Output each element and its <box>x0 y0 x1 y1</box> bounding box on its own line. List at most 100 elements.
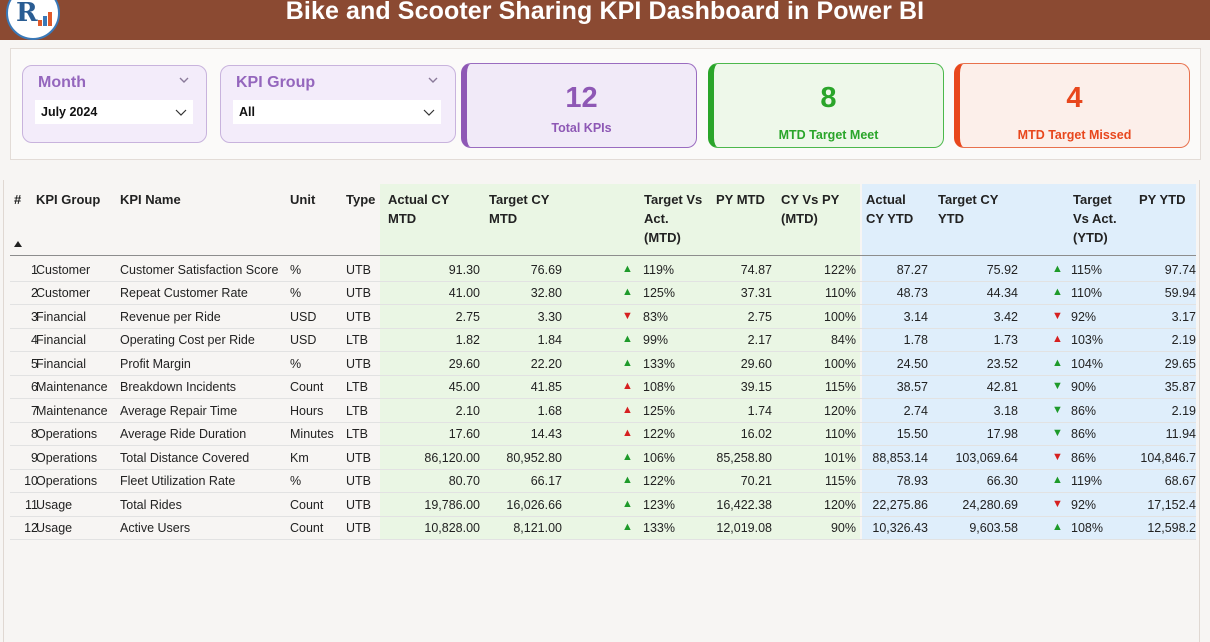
cell-py-ytd: 29.65 <box>1164 357 1196 371</box>
cell-n: 2 <box>31 286 38 300</box>
kpi-group-slicer[interactable]: KPI Group All <box>220 65 456 143</box>
header-unit[interactable]: Unit <box>290 192 316 207</box>
cell-tgt-ytd: 42.81 <box>986 380 1018 394</box>
row-divider <box>10 492 1196 493</box>
table-row[interactable]: 7 Maintenance Average Repair Time Hours LTB 2… <box>10 400 1196 423</box>
cell-tgt-ytd: 9,603.58 <box>969 521 1018 535</box>
chevron-down-icon[interactable] <box>178 74 190 86</box>
cell-group: Operations <box>36 451 98 465</box>
cell-name: Profit Margin <box>120 357 191 371</box>
row-divider <box>10 304 1196 305</box>
header-kpi-group[interactable]: KPI Group <box>36 192 101 207</box>
cell-py-ytd: 11.94 <box>1165 427 1196 441</box>
mtd-target-missed-card: 4 MTD Target Missed <box>954 63 1190 148</box>
cell-tgt-mtd: 80,952.80 <box>506 451 562 465</box>
cell-name: Fleet Utilization Rate <box>120 474 236 488</box>
cell-py-mtd: 39.15 <box>740 380 772 394</box>
cell-unit: Minutes <box>290 427 334 441</box>
cell-group: Maintenance <box>36 380 108 394</box>
table-row[interactable]: 5 Financial Profit Margin% UTB 29.60 22.20 133… <box>10 353 1196 376</box>
triangle-up-icon: ▲ <box>622 427 633 439</box>
cell-mtd-pct: 122% <box>643 474 675 488</box>
cell-act-mtd: 2.10 <box>455 404 480 418</box>
triangle-up-icon: ▲ <box>622 333 633 345</box>
cell-ytd-pct: 86% <box>1071 427 1097 441</box>
cell-name: Repeat Customer Rate <box>120 286 248 300</box>
cell-unit: Count <box>290 498 324 512</box>
header-target-vs-act-mtd[interactable]: Target Vs Act. (MTD) <box>644 192 703 245</box>
triangle-up-icon: ▲ <box>622 474 633 486</box>
cell-act-mtd: 45.00 <box>448 380 480 394</box>
cell-py-mtd: 2.75 <box>747 310 772 324</box>
cell-unit: USD <box>290 310 317 324</box>
row-divider <box>10 351 1196 352</box>
cell-tgt-ytd: 66.30 <box>986 474 1018 488</box>
cell-py-mtd: 85,258.80 <box>716 451 772 465</box>
dropdown-arrow-icon[interactable] <box>175 106 187 118</box>
cell-py-mtd: 37.31 <box>740 286 772 300</box>
header-index[interactable]: # <box>14 192 22 207</box>
cell-act-mtd: 19,786.00 <box>424 498 480 512</box>
cell-unit: % <box>290 474 302 488</box>
header-py-ytd[interactable]: PY YTD <box>1139 192 1186 207</box>
header-py-mtd[interactable]: PY MTD <box>716 192 765 207</box>
table-row[interactable]: 6 Maintenance Breakdown Incidents Count LTB 4… <box>10 376 1196 399</box>
header-kpi-name[interactable]: KPI Name <box>120 192 181 207</box>
cell-act-ytd: 87.27 <box>896 263 928 277</box>
table-row[interactable]: 1 Customer Customer Satisfaction Score% UTB… <box>10 259 1196 282</box>
cell-py-mtd: 70.21 <box>740 474 772 488</box>
header-target-cy-ytd[interactable]: Target CY YTD <box>938 192 999 226</box>
table-row[interactable]: 8 Operations Average Ride Duration Minutes L… <box>10 423 1196 446</box>
month-dropdown[interactable]: July 2024 <box>35 100 193 124</box>
table-row[interactable]: 10 Operations Fleet Utilization Rate% UTB 80… <box>10 470 1196 493</box>
mtd-target-missed-label: MTD Target Missed <box>1017 128 1132 142</box>
header-actual-cy-mtd[interactable]: Actual CY MTD <box>388 192 450 226</box>
month-slicer[interactable]: Month July 2024 <box>22 65 207 143</box>
header-type[interactable]: Type <box>346 192 376 207</box>
triangle-down-icon: ▼ <box>1052 380 1063 392</box>
cell-act-mtd: 10,828.00 <box>424 521 480 535</box>
cell-cy-py: 84% <box>830 333 856 347</box>
table-row[interactable]: 12 Usage Active Users Count UTB 10,828.00 8,12… <box>10 517 1196 540</box>
cell-group: Operations <box>36 427 98 441</box>
header-target-vs-act-ytd[interactable]: Target Vs Act. (YTD) <box>1073 192 1117 245</box>
cell-act-ytd: 10,326.43 <box>872 521 928 535</box>
table-row[interactable]: 4 Financial Operating Cost per Ride USD LTB 1… <box>10 329 1196 352</box>
triangle-down-icon: ▼ <box>1052 451 1063 463</box>
cell-tgt-mtd: 1.84 <box>537 333 562 347</box>
cell-cy-py: 122% <box>824 263 856 277</box>
cell-ytd-pct: 86% <box>1071 451 1097 465</box>
header-target-cy-mtd[interactable]: Target CY MTD <box>489 192 550 226</box>
cell-act-ytd: 88,853.14 <box>872 451 928 465</box>
cell-act-mtd: 29.60 <box>448 357 480 371</box>
table-row[interactable]: 3 Financial Revenue per Ride USD UTB 2.75 3.30… <box>10 306 1196 329</box>
dropdown-arrow-icon[interactable] <box>423 106 435 118</box>
row-divider <box>10 398 1196 399</box>
sort-ascending-icon[interactable] <box>14 241 22 247</box>
cell-unit: Count <box>290 521 324 535</box>
cell-tgt-ytd: 3.42 <box>993 310 1018 324</box>
total-kpis-value: 12 <box>565 82 598 114</box>
triangle-up-icon: ▲ <box>1052 357 1063 369</box>
cell-mtd-pct: 125% <box>643 286 675 300</box>
cell-act-ytd: 38.57 <box>896 380 928 394</box>
cell-name: Average Ride Duration <box>120 427 247 441</box>
cell-name: Revenue per Ride <box>120 310 221 324</box>
header-actual-cy-ytd[interactable]: Actual CY YTD <box>866 192 914 226</box>
title-bar: R Bike and Scooter Sharing KPI Dashboard… <box>0 0 1210 40</box>
table-row[interactable]: 11 Usage Total Rides Count UTB 19,786.00 16,02… <box>10 494 1196 517</box>
cell-tgt-mtd: 76.69 <box>530 263 562 277</box>
cell-type: LTB <box>346 427 368 441</box>
cell-ytd-pct: 86% <box>1071 404 1097 418</box>
cell-group: Usage <box>36 521 73 535</box>
chevron-down-icon[interactable] <box>427 74 439 86</box>
cell-ytd-pct: 90% <box>1071 380 1097 394</box>
cell-py-ytd: 59.94 <box>1164 286 1196 300</box>
table-row[interactable]: 9 Operations Total Distance Covered Km UTB 86… <box>10 447 1196 470</box>
header-cy-vs-py-mtd[interactable]: CY Vs PY (MTD) <box>781 192 840 226</box>
cell-py-ytd: 97.74 <box>1164 263 1196 277</box>
kpi-group-dropdown[interactable]: All <box>233 100 441 124</box>
cell-n: 7 <box>31 404 38 418</box>
table-row[interactable]: 2 Customer Repeat Customer Rate% UTB 41.00 32… <box>10 282 1196 305</box>
cell-mtd-pct: 106% <box>643 451 675 465</box>
